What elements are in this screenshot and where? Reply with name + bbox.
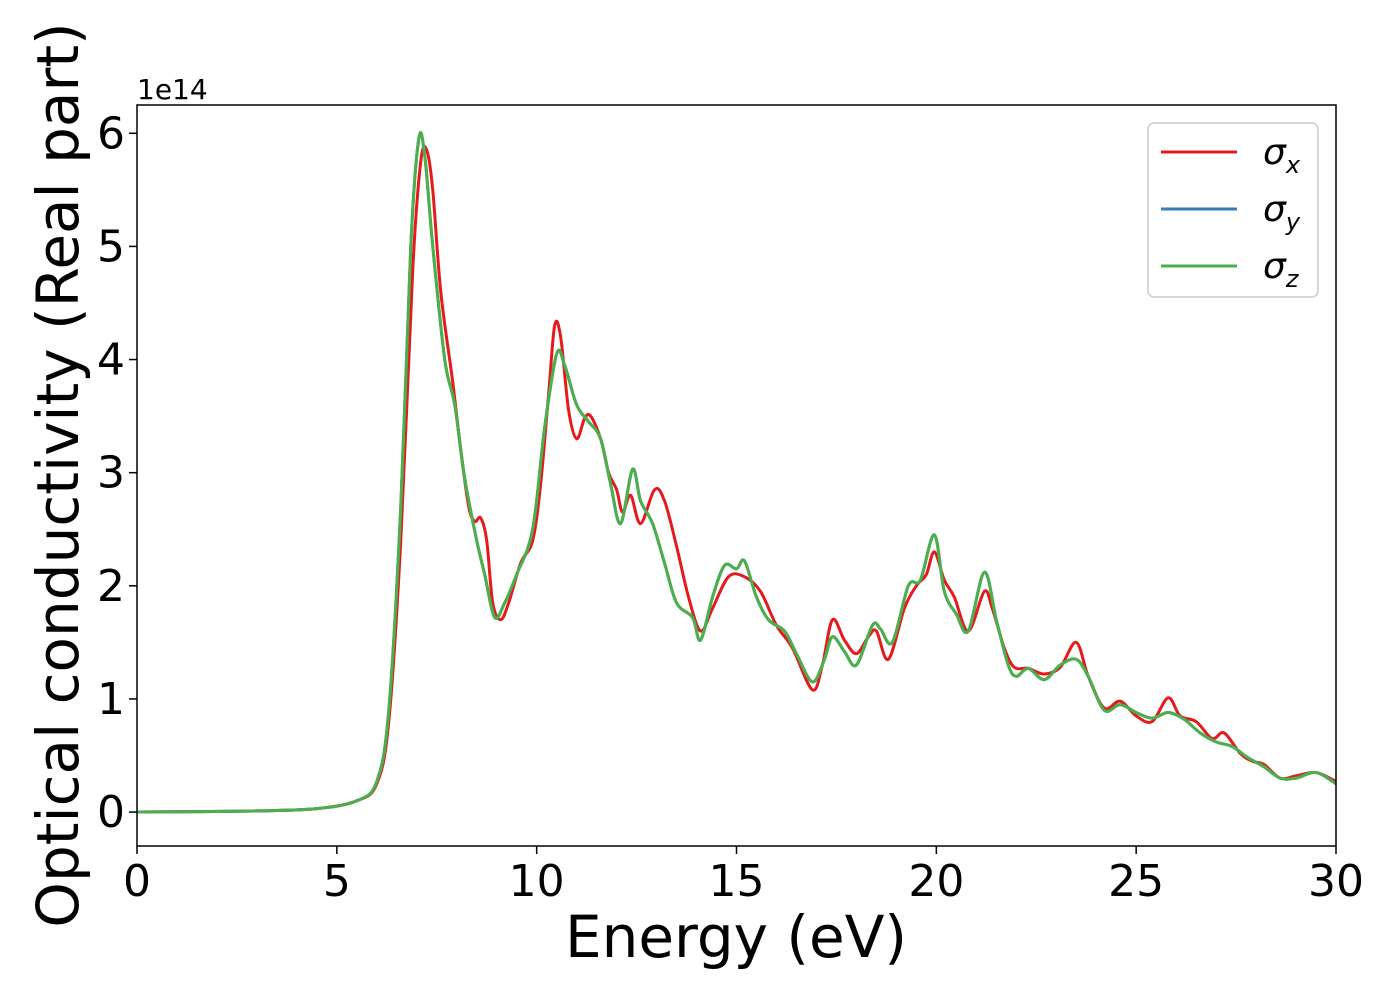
y-tick-label: 6 bbox=[97, 108, 125, 159]
y-tick-label: 2 bbox=[97, 561, 125, 612]
series-layer bbox=[137, 131, 1336, 814]
y-offset-text: 1e14 bbox=[137, 73, 208, 106]
y-axis: 0 1 2 3 4 5 6 bbox=[97, 108, 137, 838]
x-axis: 0 5 10 15 20 25 30 bbox=[123, 846, 1364, 907]
y-tick-label: 3 bbox=[97, 448, 125, 499]
y-tick-label: 4 bbox=[97, 335, 125, 386]
y-axis-title: Optical conductivity (Real part) bbox=[24, 22, 92, 927]
y-tick-label: 5 bbox=[97, 221, 125, 272]
x-tick-label: 30 bbox=[1308, 856, 1364, 907]
x-tick-label: 5 bbox=[323, 856, 351, 907]
series-line-sigma-z bbox=[137, 131, 1336, 814]
y-tick-label: 1 bbox=[97, 674, 125, 725]
y-tick-label: 0 bbox=[97, 787, 125, 838]
x-tick-label: 25 bbox=[1108, 856, 1164, 907]
x-tick-label: 15 bbox=[709, 856, 765, 907]
x-tick-label: 10 bbox=[509, 856, 565, 907]
x-tick-label: 0 bbox=[123, 856, 151, 907]
x-tick-label: 20 bbox=[908, 856, 964, 907]
x-axis-title: Energy (eV) bbox=[565, 903, 907, 971]
